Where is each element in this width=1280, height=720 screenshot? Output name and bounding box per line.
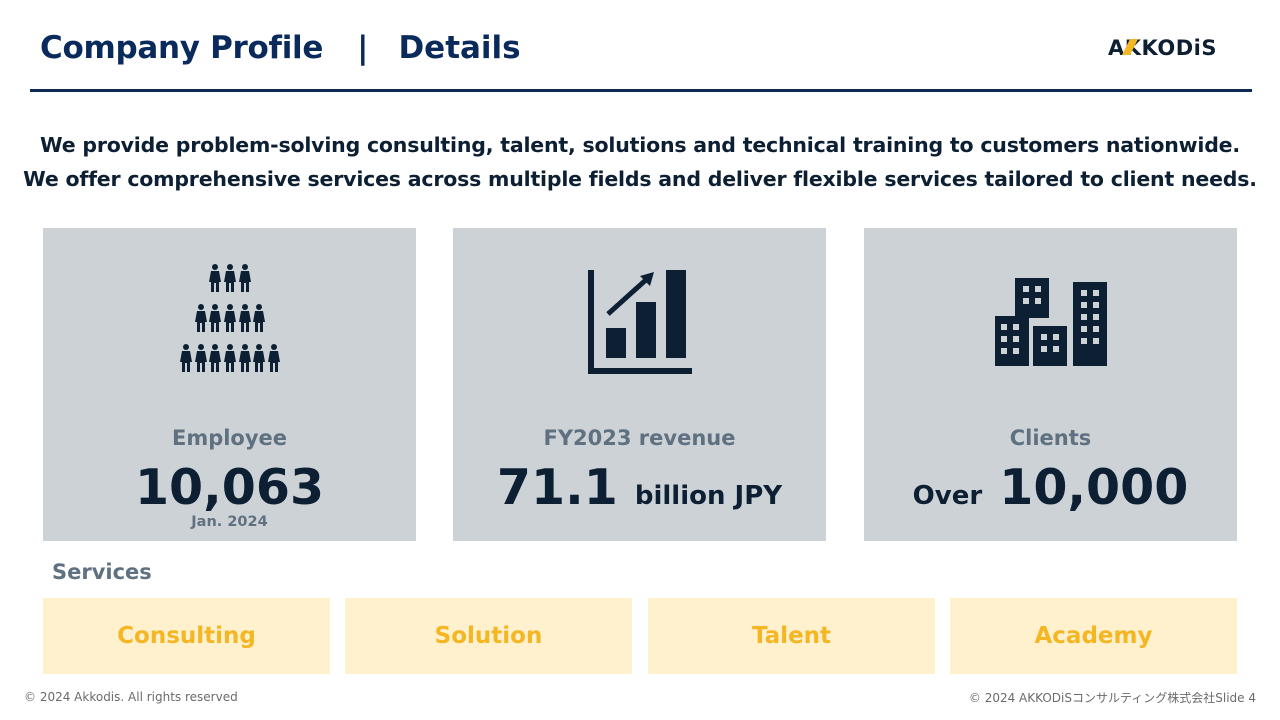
intro-text: We provide problem-solving consulting, t…: [0, 128, 1280, 196]
employee-value: 10,063: [134, 459, 325, 516]
revenue-label: FY2023 revenue: [543, 426, 736, 450]
services-heading: Services: [52, 560, 152, 584]
revenue-value: 71.1: [496, 459, 618, 516]
service-talent: Talent: [648, 598, 935, 674]
page-title: Company Profile: [40, 30, 324, 66]
page-subtitle: Details: [398, 30, 521, 66]
header-divider: [30, 89, 1252, 92]
clients-value-row: Over 10,000: [864, 460, 1237, 524]
buildings-icon: [994, 278, 1107, 366]
clients-value: 10,000: [999, 459, 1189, 516]
service-academy: Academy: [950, 598, 1237, 674]
revenue-unit: billion JPY: [634, 481, 783, 511]
service-consulting: Consulting: [43, 598, 330, 674]
people-group-icon: [179, 264, 280, 372]
employee-date-note: Jan. 2024: [191, 514, 268, 530]
service-solution: Solution: [345, 598, 632, 674]
akkodis-logo: AKKODiS: [1108, 36, 1216, 58]
title-separator: |: [357, 30, 369, 66]
intro-line-1: We provide problem-solving consulting, t…: [40, 133, 1240, 157]
page-header: Company Profile | Details: [40, 26, 521, 70]
footer-copyright: © 2024 Akkodis. All rights reserved: [24, 690, 238, 704]
footer-slide-info: © 2024 AKKODiSコンサルティング株式会社Slide 4: [968, 691, 1256, 705]
revenue-card: FY2023 revenue 71.1 billion JPY: [453, 228, 826, 541]
bar-chart-growth-icon: [587, 270, 692, 374]
clients-prefix: Over: [912, 481, 983, 511]
clients-card: Clients Over 10,000: [864, 228, 1237, 541]
employee-label: Employee: [171, 426, 288, 450]
revenue-value-row: 71.1 billion JPY: [453, 460, 826, 524]
intro-line-2: We offer comprehensive services across m…: [23, 167, 1257, 191]
employee-card: Employee 10,063 Jan. 2024: [43, 228, 416, 541]
clients-label: Clients: [1009, 426, 1092, 450]
